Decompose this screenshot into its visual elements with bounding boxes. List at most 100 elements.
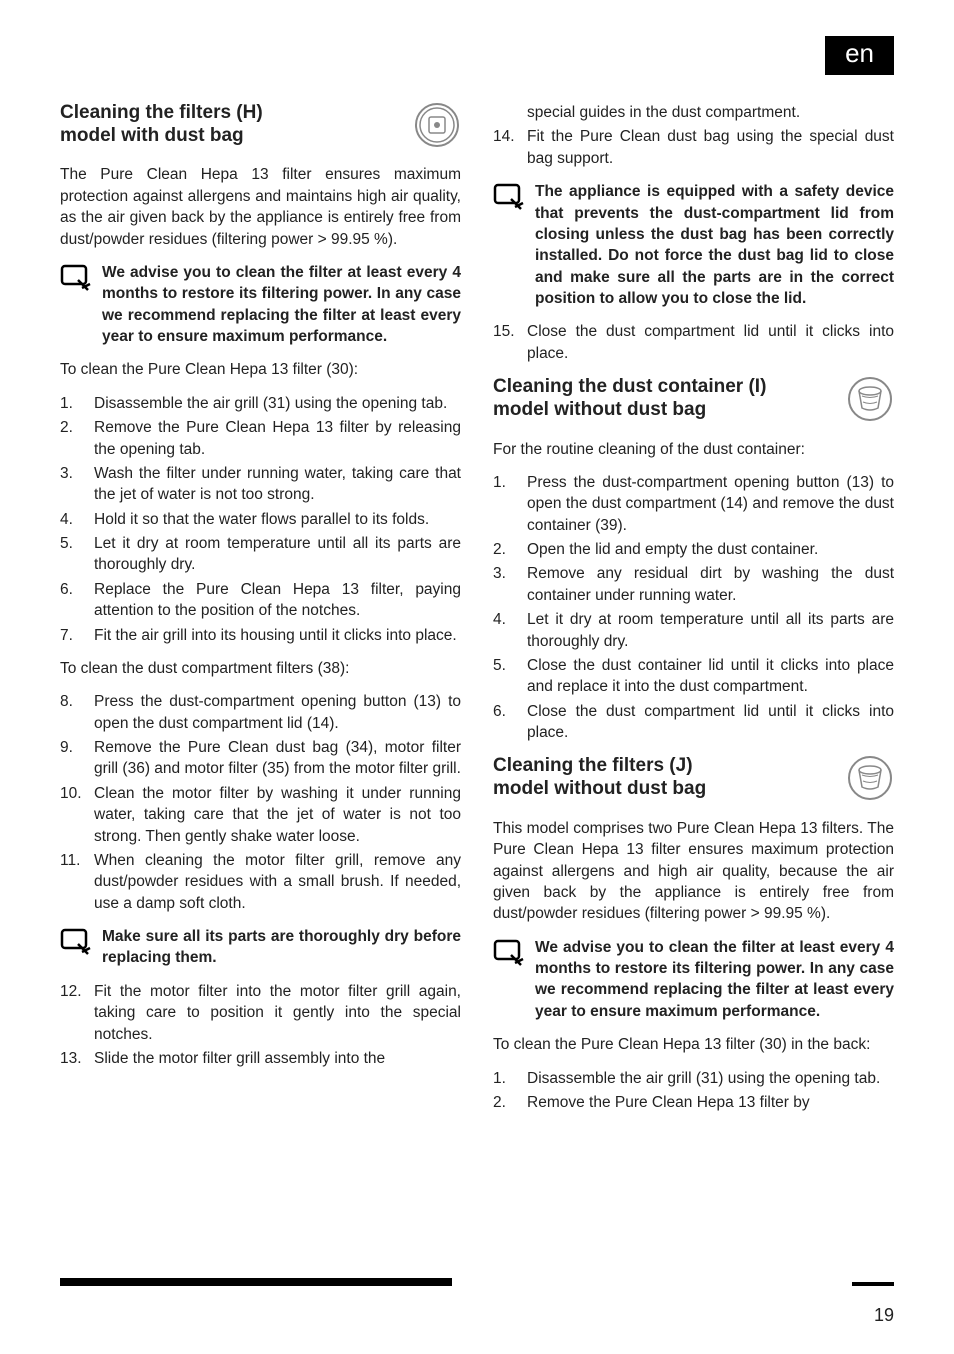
list-item: 3.Wash the filter under running water, t… [60, 463, 461, 506]
list-item: 2.Remove the Pure Clean Hepa 13 filter b… [493, 1092, 894, 1113]
list-item: 14.Fit the Pure Clean dust bag using the… [493, 126, 894, 169]
list-text: Let it dry at room temperature until all… [527, 609, 894, 652]
note-clean-filter: We advise you to clean the filter at lea… [60, 262, 461, 348]
list-item: 6.Close the dust compartment lid until i… [493, 701, 894, 744]
pre-list1: To clean the Pure Clean Hepa 13 filter (… [60, 359, 461, 380]
section-j-header: Cleaning the filters (J) model without d… [493, 755, 894, 807]
list-item: 3.Remove any residual dirt by washing th… [493, 563, 894, 606]
list-number: 1. [60, 393, 94, 414]
pre-list-j: To clean the Pure Clean Hepa 13 filter (… [493, 1034, 894, 1055]
section-h-intro: The Pure Clean Hepa 13 filter ensures ma… [60, 164, 461, 250]
list-number: 6. [60, 579, 94, 622]
section-h-title-line2: model with dust bag [60, 125, 244, 146]
list-number: 7. [60, 625, 94, 646]
section-i-header: Cleaning the dust container (I) model wi… [493, 376, 894, 428]
list-item: 5.Close the dust container lid until it … [493, 655, 894, 698]
list-text: Let it dry at room temperature until all… [94, 533, 461, 576]
language-badge: en [825, 36, 894, 75]
list-text: Remove the Pure Clean Hepa 13 filter by … [94, 417, 461, 460]
right-column: special guides in the dust compartment.1… [493, 102, 894, 1125]
list-number: 2. [493, 1092, 527, 1113]
list-item: special guides in the dust compartment. [493, 102, 894, 123]
list-number: 5. [493, 655, 527, 698]
list-item: 6.Replace the Pure Clean Hepa 13 filter,… [60, 579, 461, 622]
dust-container-icon [846, 376, 894, 428]
list-text: When cleaning the motor filter grill, re… [94, 850, 461, 914]
list-text: Fit the air grill into its housing until… [94, 625, 461, 646]
section-i-title-line1: Cleaning the dust container (I) [493, 376, 766, 397]
list-text: Hold it so that the water flows parallel… [94, 509, 461, 530]
list-15: 15.Close the dust compartment lid until … [493, 321, 894, 364]
list-number: 15. [493, 321, 527, 364]
list-number: 4. [60, 509, 94, 530]
section-h-header: Cleaning the filters (H) model with dust… [60, 102, 461, 154]
list-item: 1.Disassemble the air grill (31) using t… [60, 393, 461, 414]
dust-container-icon [846, 755, 894, 807]
list-text: Wash the filter under running water, tak… [94, 463, 461, 506]
list-text: Clean the motor filter by washing it und… [94, 783, 461, 847]
list-text: Disassemble the air grill (31) using the… [94, 393, 461, 414]
list-item: 10.Clean the motor filter by washing it … [60, 783, 461, 847]
list-text: special guides in the dust compartment. [527, 102, 894, 123]
list-number: 13. [60, 1048, 94, 1069]
list-i: 1.Press the dust-compartment opening but… [493, 472, 894, 744]
footer-rule-left [60, 1278, 452, 1286]
list-item: 13.Slide the motor filter grill assembly… [60, 1048, 461, 1069]
filter-hepa-icon [413, 102, 461, 154]
section-j-title-line2: model without dust bag [493, 778, 706, 799]
list-item: 11.When cleaning the motor filter grill,… [60, 850, 461, 914]
content-columns: Cleaning the filters (H) model with dust… [60, 102, 894, 1125]
list-item: 12.Fit the motor filter into the motor f… [60, 981, 461, 1045]
list-text: Remove the Pure Clean dust bag (34), mot… [94, 737, 461, 780]
list-number: 4. [493, 609, 527, 652]
list-text: Slide the motor filter grill assembly in… [94, 1048, 461, 1069]
list-item: 4.Let it dry at room temperature until a… [493, 609, 894, 652]
list-item: 2.Remove the Pure Clean Hepa 13 filter b… [60, 417, 461, 460]
section-h-title: Cleaning the filters (H) model with dust… [60, 102, 263, 148]
list-number: 1. [493, 1068, 527, 1089]
list-number: 14. [493, 126, 527, 169]
list-h3: 12.Fit the motor filter into the motor f… [60, 981, 461, 1070]
list-item: 5.Let it dry at room temperature until a… [60, 533, 461, 576]
list-number: 8. [60, 691, 94, 734]
section-j-intro: This model comprises two Pure Clean Hepa… [493, 818, 894, 925]
note-icon [493, 183, 527, 309]
list-text: Close the dust container lid until it cl… [527, 655, 894, 698]
list-text: Fit the motor filter into the motor filt… [94, 981, 461, 1045]
left-column: Cleaning the filters (H) model with dust… [60, 102, 461, 1125]
note-text: Make sure all its parts are thoroughly d… [102, 926, 461, 969]
section-i-title: Cleaning the dust container (I) model wi… [493, 376, 766, 422]
list-h2: 8.Press the dust-compartment opening but… [60, 691, 461, 914]
list-number: 10. [60, 783, 94, 847]
note-icon [493, 939, 527, 1023]
list-number [493, 102, 527, 123]
list-h1: 1.Disassemble the air grill (31) using t… [60, 393, 461, 646]
list-item: 8.Press the dust-compartment opening but… [60, 691, 461, 734]
list-item: 4.Hold it so that the water flows parall… [60, 509, 461, 530]
footer-rule-right [852, 1282, 894, 1286]
list-text: Close the dust compartment lid until it … [527, 321, 894, 364]
note-icon [60, 928, 94, 969]
section-h-title-line1: Cleaning the filters (H) [60, 102, 263, 123]
list-number: 3. [493, 563, 527, 606]
list-item: 1.Press the dust-compartment opening but… [493, 472, 894, 536]
list-item: 9.Remove the Pure Clean dust bag (34), m… [60, 737, 461, 780]
list-text: Replace the Pure Clean Hepa 13 filter, p… [94, 579, 461, 622]
list-text: Remove any residual dirt by washing the … [527, 563, 894, 606]
list-number: 9. [60, 737, 94, 780]
note-safety-device: The appliance is equipped with a safety … [493, 181, 894, 309]
list-number: 12. [60, 981, 94, 1045]
note-text: We advise you to clean the filter at lea… [535, 937, 894, 1023]
note-dry-parts: Make sure all its parts are thoroughly d… [60, 926, 461, 969]
list-item: 1.Disassemble the air grill (31) using t… [493, 1068, 894, 1089]
note-text: The appliance is equipped with a safety … [535, 181, 894, 309]
page-number: 19 [874, 1305, 894, 1326]
note-text: We advise you to clean the filter at lea… [102, 262, 461, 348]
pre-list2: To clean the dust compartment filters (3… [60, 658, 461, 679]
section-i-title-line2: model without dust bag [493, 399, 706, 420]
list-number: 1. [493, 472, 527, 536]
list-j: 1.Disassemble the air grill (31) using t… [493, 1068, 894, 1114]
note-icon [60, 264, 94, 348]
list-item: 2.Open the lid and empty the dust contai… [493, 539, 894, 560]
list-cont: special guides in the dust compartment.1… [493, 102, 894, 169]
